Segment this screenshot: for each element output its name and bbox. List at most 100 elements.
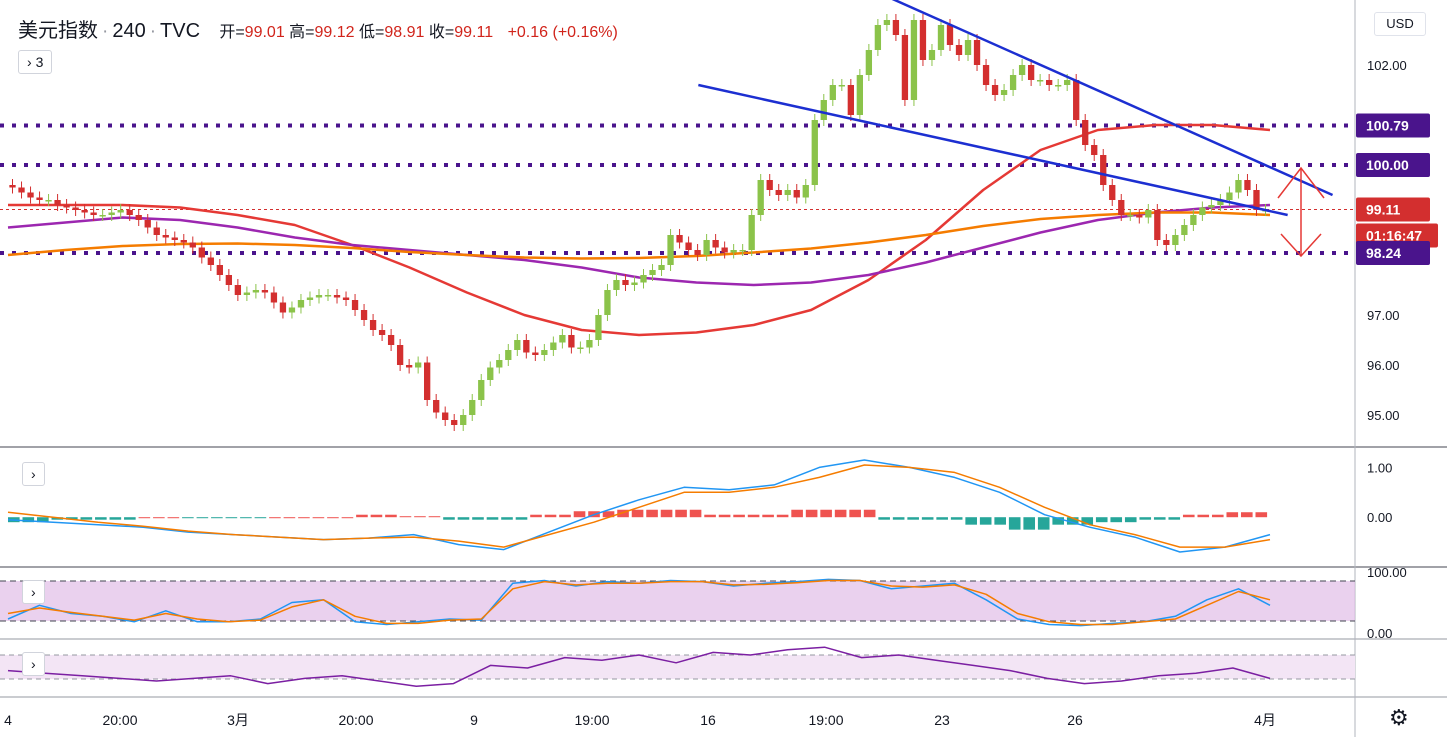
candle[interactable]: [126, 210, 133, 215]
candle[interactable]: [306, 297, 314, 301]
indicators-toggle-button[interactable]: › 3: [18, 50, 53, 74]
candle[interactable]: [9, 185, 16, 188]
candle[interactable]: [532, 352, 539, 356]
candle[interactable]: [198, 247, 205, 258]
moving-average-orange[interactable]: [7, 211, 1271, 260]
candle[interactable]: [414, 362, 422, 368]
candle[interactable]: [478, 380, 485, 400]
candle[interactable]: [81, 210, 88, 213]
candle[interactable]: [586, 340, 593, 348]
rsi-pane-toggle[interactable]: ›: [22, 580, 45, 604]
candle[interactable]: [324, 295, 332, 297]
candle[interactable]: [739, 250, 746, 252]
candle[interactable]: [568, 335, 575, 348]
candle[interactable]: [1172, 235, 1179, 245]
candle[interactable]: [811, 120, 818, 185]
candle[interactable]: [369, 320, 377, 330]
candle[interactable]: [1217, 200, 1224, 205]
candle[interactable]: [856, 75, 864, 115]
macd-line[interactable]: [7, 459, 1271, 553]
candle[interactable]: [72, 207, 79, 211]
candle[interactable]: [153, 227, 160, 236]
candle[interactable]: [315, 295, 323, 298]
candle[interactable]: [1036, 80, 1044, 82]
candle[interactable]: [144, 220, 151, 228]
candle[interactable]: [937, 25, 945, 50]
gear-icon[interactable]: ⚙: [1389, 705, 1409, 730]
candle[interactable]: [162, 235, 169, 238]
candle[interactable]: [1000, 90, 1008, 95]
candle[interactable]: [99, 215, 106, 217]
candle[interactable]: [910, 20, 918, 100]
candle[interactable]: [460, 415, 467, 425]
candle[interactable]: [829, 85, 836, 100]
candle[interactable]: [288, 307, 296, 313]
candle[interactable]: [54, 200, 61, 205]
candle[interactable]: [252, 290, 260, 293]
currency-button[interactable]: USD: [1374, 12, 1426, 36]
candle[interactable]: [784, 190, 791, 195]
candle[interactable]: [820, 100, 827, 120]
macd-signal-line[interactable]: [7, 464, 1271, 548]
candle[interactable]: [424, 362, 431, 401]
price-tag-last[interactable]: [1356, 197, 1430, 222]
candle[interactable]: [775, 190, 782, 195]
stoch-slow-line[interactable]: [7, 579, 1271, 626]
candle[interactable]: [748, 215, 755, 250]
candle[interactable]: [1009, 75, 1017, 90]
candle[interactable]: [955, 45, 963, 55]
candle[interactable]: [1154, 210, 1161, 240]
candle[interactable]: [928, 50, 936, 60]
candle[interactable]: [351, 300, 359, 310]
candle[interactable]: [1045, 80, 1053, 85]
candle[interactable]: [595, 315, 602, 340]
candle[interactable]: [1082, 120, 1089, 145]
candle[interactable]: [874, 25, 882, 50]
candle[interactable]: [279, 302, 287, 313]
candle[interactable]: [1100, 155, 1107, 185]
price-tag-level[interactable]: [1356, 153, 1430, 177]
cci-pane-toggle[interactable]: ›: [22, 652, 45, 676]
candle[interactable]: [1226, 192, 1233, 201]
candle[interactable]: [180, 240, 187, 243]
candle[interactable]: [333, 295, 341, 298]
candle[interactable]: [676, 235, 683, 243]
candle[interactable]: [541, 350, 548, 355]
candle[interactable]: [802, 185, 809, 198]
candle[interactable]: [505, 350, 512, 360]
moving-average-purple[interactable]: [7, 203, 1271, 287]
candle[interactable]: [712, 240, 719, 248]
candle[interactable]: [757, 180, 764, 215]
candle[interactable]: [604, 290, 611, 315]
candle[interactable]: [991, 85, 999, 95]
candle[interactable]: [442, 412, 449, 421]
candle[interactable]: [613, 280, 620, 290]
candle[interactable]: [946, 25, 954, 45]
candle[interactable]: [342, 297, 350, 301]
candle[interactable]: [243, 292, 251, 296]
candle[interactable]: [216, 265, 223, 275]
candle[interactable]: [1199, 207, 1206, 216]
candle[interactable]: [387, 335, 395, 345]
candle[interactable]: [883, 20, 891, 25]
candle[interactable]: [90, 212, 97, 216]
candle[interactable]: [469, 400, 476, 415]
candle[interactable]: [270, 292, 278, 303]
candle[interactable]: [1055, 85, 1062, 87]
candle[interactable]: [207, 257, 214, 266]
candle[interactable]: [1109, 185, 1116, 200]
price-tag-level[interactable]: [1356, 241, 1430, 265]
candle[interactable]: [919, 20, 927, 60]
price-tag-level[interactable]: [1356, 113, 1430, 138]
candle[interactable]: [1091, 145, 1098, 155]
candle[interactable]: [135, 215, 142, 220]
trend-channel-line[interactable]: [884, 0, 1334, 197]
candle[interactable]: [523, 340, 530, 353]
candle[interactable]: [703, 240, 710, 255]
macd-pane-toggle[interactable]: ›: [22, 462, 45, 486]
candle[interactable]: [234, 285, 242, 295]
candle[interactable]: [1235, 180, 1242, 193]
candle[interactable]: [1118, 200, 1125, 215]
candle[interactable]: [667, 235, 674, 265]
candle[interactable]: [1064, 80, 1071, 85]
